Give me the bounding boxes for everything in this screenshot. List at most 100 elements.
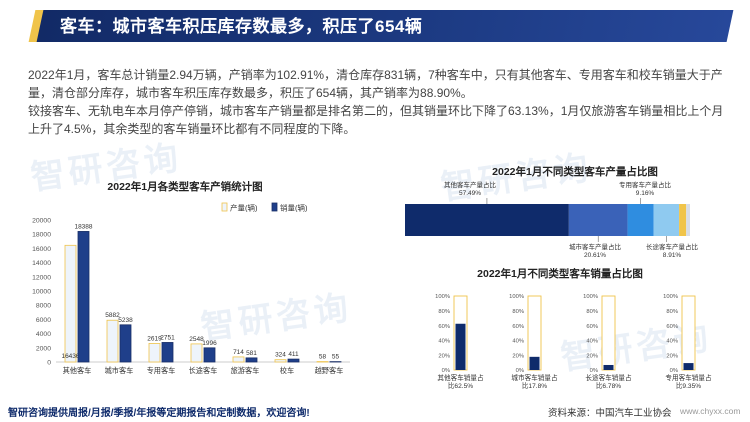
stack-segment [627, 204, 654, 236]
gauge-frame [681, 295, 696, 371]
segment-label: 长途客车产量占比 [646, 242, 699, 251]
y-tick-label: 16000 [32, 246, 51, 253]
y-tick-label: 18000 [32, 232, 51, 239]
y-tick-label: 60% [666, 324, 678, 330]
x-tick-label: 城市客车 [105, 366, 134, 375]
y-tick-label: 0% [442, 368, 450, 374]
y-tick-label: 100% [435, 294, 450, 300]
y-tick-label: 20% [586, 353, 598, 359]
gauge-label: 比6.78% [596, 381, 621, 390]
y-tick-label: 6000 [36, 317, 51, 324]
gauge-fill [529, 356, 540, 370]
y-tick-label: 0 [47, 360, 51, 367]
bar-production [274, 359, 287, 363]
y-tick-label: 80% [512, 309, 524, 315]
segment-label: 城市客车产量占比 [569, 242, 622, 251]
bar-sales [245, 357, 258, 363]
gauge-label: 比62.5% [448, 381, 473, 390]
legend-label: 产量(辆) [230, 203, 258, 213]
x-tick-label: 长途客车 [189, 366, 218, 375]
footer-note: 智研咨询提供周报/月报/季报/年报等定期报告和定制数据，欢迎咨询! [8, 408, 310, 419]
gauge-label: 其他客车销量占 [437, 373, 484, 382]
data-label: 324 [275, 352, 286, 359]
y-tick-label: 8000 [36, 303, 51, 310]
legend-label: 销量(辆) [280, 203, 308, 213]
chart-title: 2022年1月不同类型客车产量占比图 [492, 165, 658, 178]
gauge-label: 城市客车销量占 [511, 373, 558, 382]
segment-value: 20.61% [584, 252, 606, 259]
bar-production [232, 356, 245, 363]
stack-segment [686, 204, 690, 236]
page-title: 客车：城市客车积压库存数最多，积压了654辆 [60, 17, 423, 36]
x-tick-label: 旅游客车 [231, 366, 260, 375]
data-label: 714 [233, 349, 244, 356]
bar-production [148, 343, 161, 363]
bar-sales [203, 347, 216, 363]
gauge-label: 长途客车销量占 [585, 373, 632, 382]
y-tick-label: 12000 [32, 274, 51, 281]
y-tick-label: 0% [670, 368, 678, 374]
bar-sales [119, 324, 132, 363]
bar-sales [77, 231, 90, 363]
y-tick-label: 0% [516, 368, 524, 374]
y-tick-label: 60% [512, 324, 524, 330]
y-tick-label: 4000 [36, 331, 51, 338]
gauge-frame [601, 295, 616, 371]
segment-label: 其他客车产量占比 [444, 180, 497, 189]
stack-segment [653, 204, 680, 236]
bar-production [64, 244, 77, 363]
y-tick-label: 10000 [32, 289, 51, 296]
chart-title: 2022年1月各类型客车产销统计图 [107, 180, 262, 193]
footer-url: www.chyxx.com [680, 406, 741, 416]
data-label: 2619 [147, 335, 162, 342]
x-tick-label: 校车 [280, 366, 294, 375]
gauge-fill [455, 323, 466, 370]
y-tick-label: 80% [666, 309, 678, 315]
gauge-fill [683, 363, 694, 370]
y-tick-label: 0% [590, 368, 598, 374]
x-tick-label: 越野客车 [315, 366, 344, 375]
y-tick-label: 20000 [32, 218, 51, 225]
y-tick-label: 80% [438, 309, 450, 315]
y-tick-label: 20% [438, 353, 450, 359]
y-tick-label: 100% [509, 294, 524, 300]
x-tick-label: 其他客车 [63, 366, 92, 375]
y-tick-label: 60% [438, 324, 450, 330]
gauge-label: 专用客车销量占 [665, 373, 712, 382]
y-tick-label: 40% [438, 339, 450, 345]
bar-sales [161, 342, 174, 363]
legend-swatch [221, 202, 228, 212]
y-tick-label: 20% [512, 353, 524, 359]
y-tick-label: 40% [512, 339, 524, 345]
data-label: 58 [319, 354, 327, 361]
chart-title: 2022年1月不同类型客车销量占比图 [477, 267, 643, 280]
bar-sales [287, 358, 300, 363]
data-label: 2751 [160, 334, 175, 341]
y-tick-label: 2000 [36, 345, 51, 352]
stack-segment [679, 204, 687, 236]
y-tick-label: 60% [586, 324, 598, 330]
bar-production [190, 343, 203, 363]
data-label: 16436 [61, 353, 79, 360]
segment-value: 9.16% [636, 190, 655, 197]
sales-share-gauge-chart: 2022年1月不同类型客车销量占比图 0% 20% 40% 60% 80% 100% 其他客车… [435, 267, 712, 390]
y-tick-label: 40% [666, 339, 678, 345]
gauge-fill [603, 364, 614, 370]
footer-source: 资料来源：中国汽车工业协会 [548, 408, 672, 419]
gauge-label: 比9.35% [676, 381, 701, 390]
legend-swatch [271, 202, 278, 212]
data-label: 55 [332, 354, 340, 361]
data-label: 2548 [189, 336, 204, 343]
y-tick-label: 14000 [32, 260, 51, 267]
bar-production [106, 319, 119, 363]
data-label: 18388 [74, 223, 92, 230]
header: 客车：城市客车积压库存数最多，积压了654辆 [0, 0, 750, 46]
x-tick-label: 专用客车 [147, 366, 176, 375]
paragraph-1: 2022年1月，客车总计销量2.94万辆，产销率为102.91%，清仓库存831… [28, 68, 723, 100]
paragraph-2: 铰接客车、无轨电车本月停产停销，城市客车产销量都是排名第二的，但其销量环比下降了… [28, 104, 724, 136]
y-tick-label: 20% [666, 353, 678, 359]
stack-segment [405, 204, 569, 236]
data-label: 1996 [202, 340, 217, 347]
